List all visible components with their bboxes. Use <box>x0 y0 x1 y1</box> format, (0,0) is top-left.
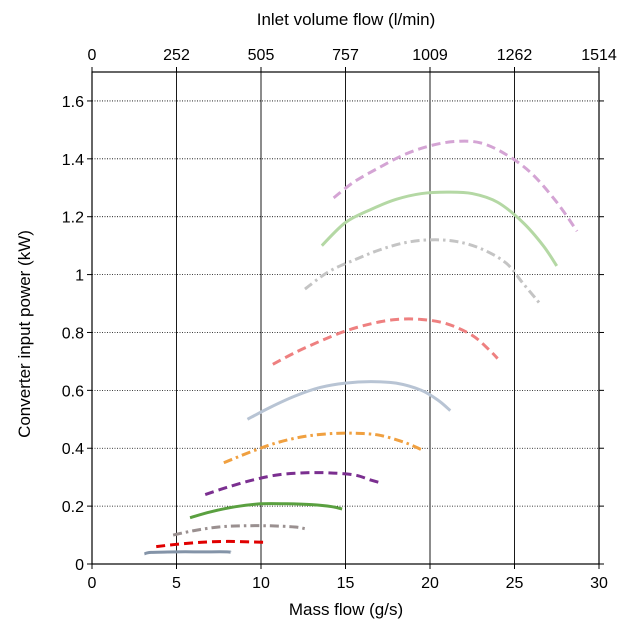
y-axis-title: Converter input power (kW) <box>15 230 34 438</box>
x2-tick-label: 505 <box>248 47 275 64</box>
x2-tick-label: 1514 <box>581 47 617 64</box>
x-tick-label: 10 <box>252 575 270 592</box>
y-tick-label: 0.4 <box>62 441 84 458</box>
x-axis-title: Mass flow (g/s) <box>289 600 403 619</box>
series-line-7 <box>246 380 452 421</box>
series-line-11 <box>332 139 579 233</box>
series-line-2 <box>156 539 267 549</box>
x2-tick-label: 757 <box>332 47 359 64</box>
grid-lines <box>92 72 599 565</box>
x2-tick-label: 1009 <box>412 47 448 64</box>
tick-labels: 0 5 10 15 20 25 30 0 252 505 757 1009 1262 1514 0 0.2 0.… <box>62 47 617 592</box>
series-line-6 <box>223 431 423 465</box>
series-line-1 <box>143 550 233 556</box>
x2-tick-label: 1262 <box>497 47 533 64</box>
y-tick-label: 0.6 <box>62 383 84 400</box>
series <box>143 139 579 556</box>
y-tick-label: 0.8 <box>62 325 84 342</box>
ticks <box>87 67 604 569</box>
y-tick-label: 1.4 <box>62 152 84 169</box>
y-tick-label: 1 <box>75 268 84 285</box>
x-tick-label: 5 <box>172 575 181 592</box>
x2-tick-label: 0 <box>88 47 97 64</box>
x-tick-label: 25 <box>506 575 524 592</box>
y-tick-label: 0.2 <box>62 499 84 516</box>
series-line-10 <box>320 190 559 267</box>
x-tick-label: 0 <box>88 575 97 592</box>
series-line-5 <box>204 471 382 496</box>
top-axis-title: Inlet volume flow (l/min) <box>257 10 436 29</box>
y-tick-label: 0 <box>75 557 84 574</box>
series-line-4 <box>189 502 343 520</box>
series-line-3 <box>172 524 306 537</box>
x-tick-label: 15 <box>337 575 355 592</box>
x2-tick-label: 252 <box>163 47 190 64</box>
series-line-8 <box>272 317 499 366</box>
y-tick-label: 1.2 <box>62 210 84 227</box>
y-tick-label: 1.6 <box>62 94 84 111</box>
x-tick-label: 20 <box>421 575 439 592</box>
series-line-9 <box>304 238 542 305</box>
x-tick-label: 30 <box>590 575 608 592</box>
